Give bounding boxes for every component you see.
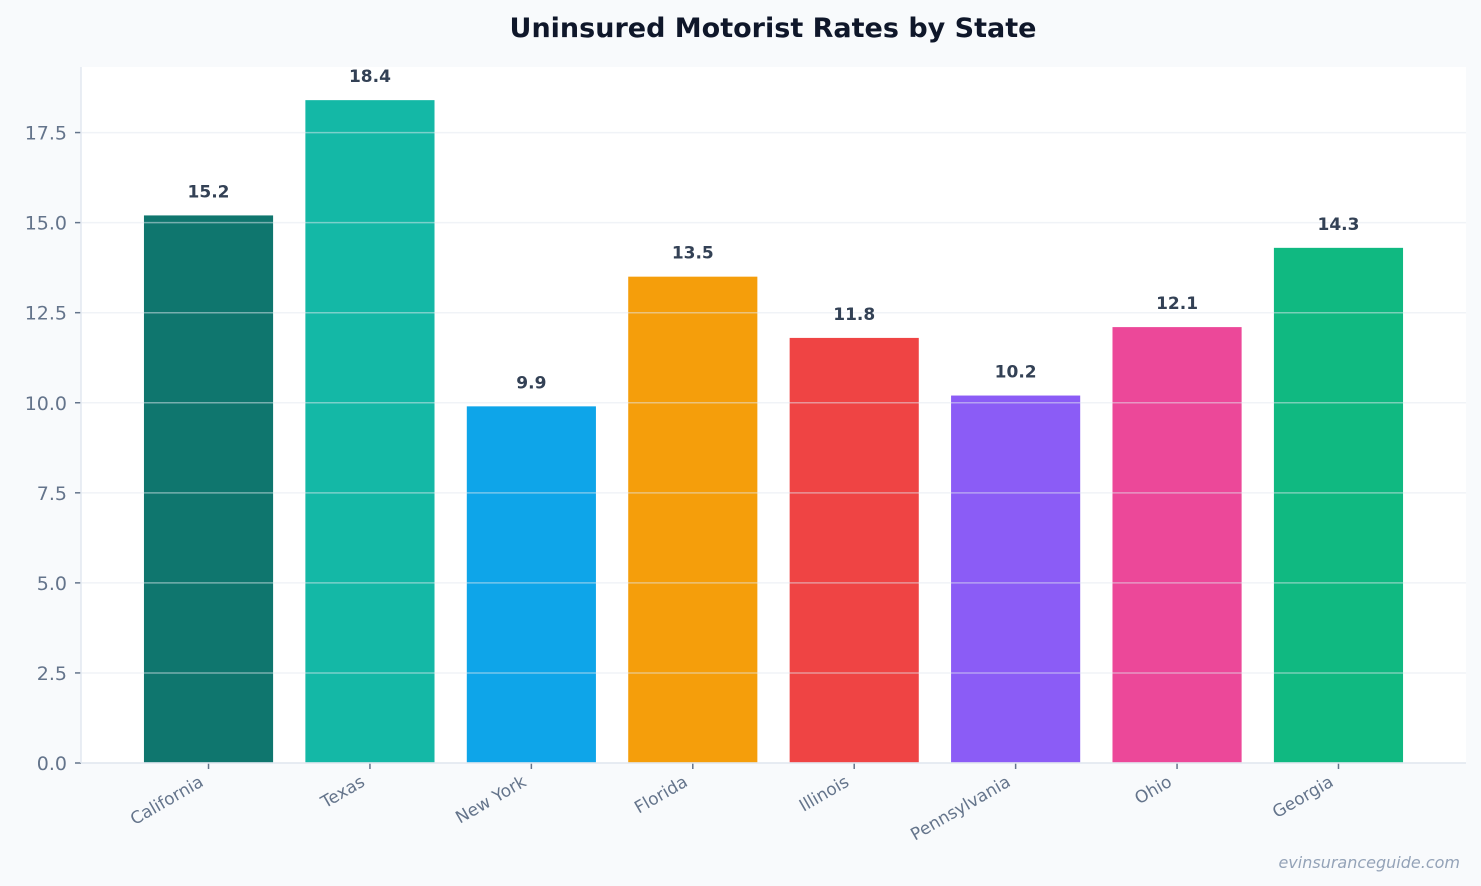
y-tick-label: 5.0 (37, 573, 67, 595)
bar-ohio (1112, 327, 1242, 763)
data-label: 9.9 (516, 373, 546, 393)
y-tick-label: 15.0 (25, 213, 67, 235)
data-label: 18.4 (349, 67, 391, 87)
bar-florida (628, 276, 758, 763)
data-label: 14.3 (1318, 215, 1360, 235)
chart-title: Uninsured Motorist Rates by State (510, 13, 1037, 44)
bar-pennsylvania (951, 395, 1081, 763)
data-label: 11.8 (833, 305, 875, 325)
data-label: 15.2 (188, 182, 230, 202)
y-tick-label: 10.0 (25, 393, 67, 415)
y-tick-label: 12.5 (25, 303, 67, 325)
plot-area (81, 67, 1466, 763)
data-label: 13.5 (672, 244, 714, 264)
bar-illinois (789, 337, 919, 763)
bar-texas (305, 100, 435, 763)
y-tick-label: 2.5 (37, 663, 67, 685)
bar-new-york (466, 406, 596, 763)
bar-california (143, 215, 274, 763)
y-tick-label: 0.0 (37, 753, 67, 775)
y-tick-label: 17.5 (25, 123, 67, 145)
data-label: 12.1 (1156, 294, 1198, 314)
data-label: 10.2 (995, 363, 1037, 383)
y-tick-label: 7.5 (37, 483, 67, 505)
bar-georgia (1273, 247, 1404, 763)
watermark: evinsuranceguide.com (1278, 853, 1460, 872)
